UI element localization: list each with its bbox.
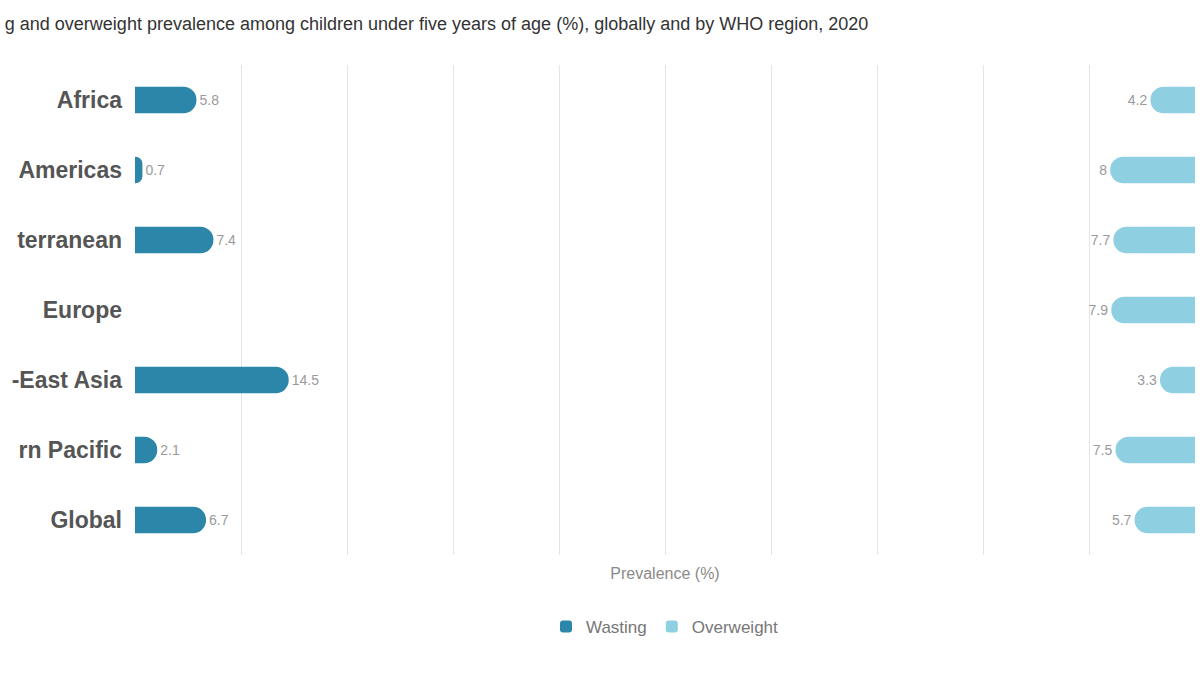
svg-text:rn Pacific: rn Pacific xyxy=(18,437,122,463)
svg-text:Global: Global xyxy=(50,507,122,533)
svg-text:2.1: 2.1 xyxy=(160,442,180,458)
svg-text:14.5: 14.5 xyxy=(292,372,319,388)
svg-text:g and overweight prevalence am: g and overweight prevalence among childr… xyxy=(5,14,869,34)
svg-text:4.2: 4.2 xyxy=(1128,92,1148,108)
svg-text:6.7: 6.7 xyxy=(209,512,229,528)
svg-text:7.7: 7.7 xyxy=(1091,232,1111,248)
svg-text:5.8: 5.8 xyxy=(199,92,219,108)
svg-text:7.4: 7.4 xyxy=(216,232,236,248)
svg-text:Americas: Americas xyxy=(18,157,122,183)
svg-text:5.7: 5.7 xyxy=(1112,512,1132,528)
svg-text:Wasting: Wasting xyxy=(586,618,647,637)
svg-text:-East Asia: -East Asia xyxy=(12,367,123,393)
svg-text:3.3: 3.3 xyxy=(1137,372,1157,388)
svg-text:7.5: 7.5 xyxy=(1093,442,1113,458)
svg-text:7.9: 7.9 xyxy=(1089,302,1109,318)
svg-text:terranean: terranean xyxy=(17,227,122,253)
svg-text:0.7: 0.7 xyxy=(145,162,165,178)
svg-text:Europe: Europe xyxy=(43,297,122,323)
svg-text:Prevalence (%): Prevalence (%) xyxy=(610,565,719,582)
svg-text:8: 8 xyxy=(1099,162,1107,178)
svg-text:Africa: Africa xyxy=(57,87,122,113)
svg-text:Overweight: Overweight xyxy=(692,618,778,637)
